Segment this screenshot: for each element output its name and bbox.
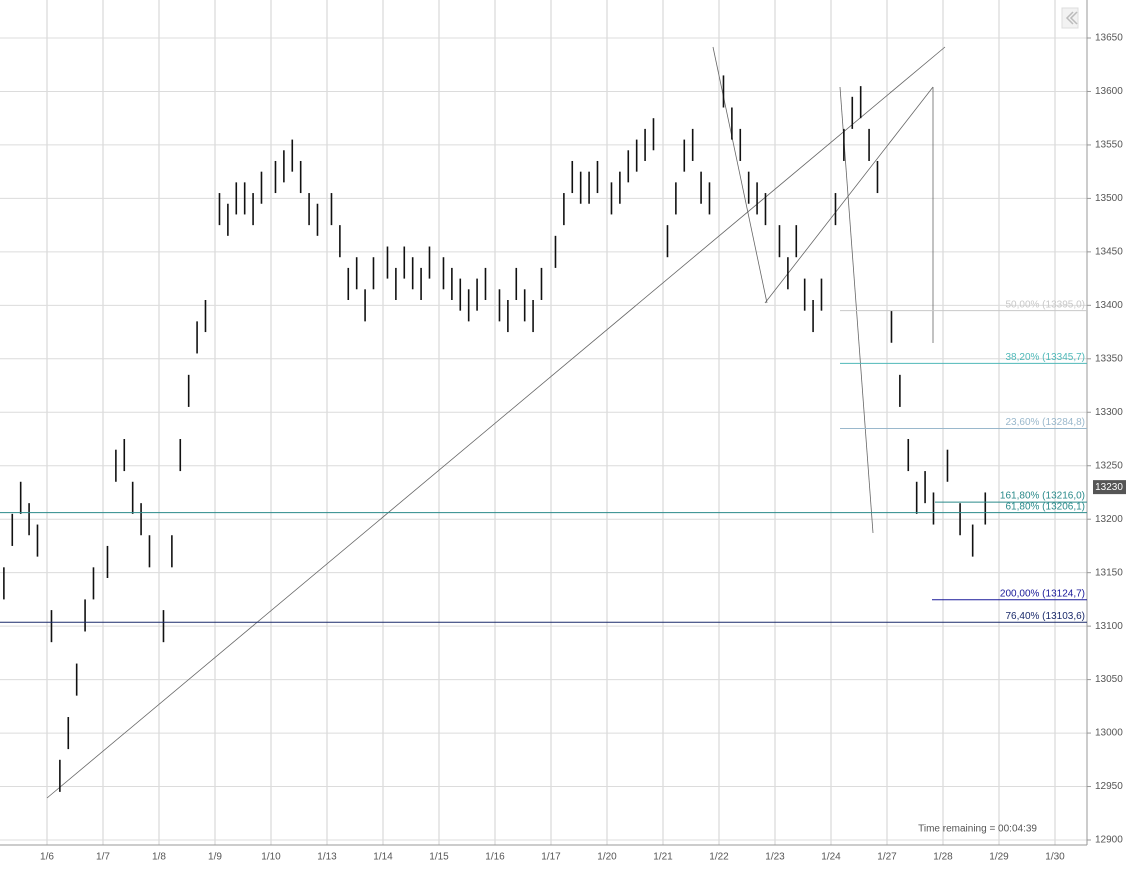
x-tick-label: 1/17 xyxy=(541,852,561,863)
y-tick-label: 13000 xyxy=(1095,728,1123,739)
collapse-icon xyxy=(1065,11,1078,25)
x-tick-label: 1/20 xyxy=(597,852,617,863)
x-tick-label: 1/15 xyxy=(429,852,449,863)
fib-label: 76,40% (13103,6) xyxy=(1005,611,1085,622)
y-tick-label: 13500 xyxy=(1095,193,1123,204)
y-tick-label: 13650 xyxy=(1095,33,1123,44)
y-tick-label: 13400 xyxy=(1095,300,1123,311)
status-text: Time remaining = 00:04:39 xyxy=(918,824,1037,835)
x-tick-label: 1/9 xyxy=(208,852,222,863)
x-tick-label: 1/14 xyxy=(373,852,393,863)
y-tick-label: 13200 xyxy=(1095,514,1123,525)
fib-label: 50,00% (13395,0) xyxy=(1005,299,1085,310)
trend-line xyxy=(712,46,768,304)
drawings xyxy=(46,46,946,799)
last-price-box xyxy=(1093,480,1126,495)
y-tick-label: 13050 xyxy=(1095,674,1123,685)
fib-label: 23,60% (13284,8) xyxy=(1005,417,1085,428)
x-tick-label: 1/6 xyxy=(40,852,54,863)
x-tick-label: 1/23 xyxy=(765,852,785,863)
x-tick-label: 1/13 xyxy=(317,852,337,863)
x-tick-label: 1/16 xyxy=(485,852,505,863)
x-tick-label: 1/10 xyxy=(261,852,281,863)
y-tick-label: 13250 xyxy=(1095,460,1123,471)
fib-label: 38,20% (13345,7) xyxy=(1005,352,1085,363)
x-tick-label: 1/29 xyxy=(989,852,1009,863)
y-tick-label: 13450 xyxy=(1095,247,1123,258)
fib-label: 200,00% (13124,7) xyxy=(1000,588,1085,599)
trend-line xyxy=(839,86,874,534)
x-tick-label: 1/22 xyxy=(709,852,729,863)
last-price-label: 13230 xyxy=(1095,482,1123,493)
x-tick-label: 1/24 xyxy=(821,852,841,863)
x-tick-label: 1/28 xyxy=(933,852,953,863)
x-tick-label: 1/21 xyxy=(653,852,673,863)
fib-label: 61,80% (13206,1) xyxy=(1005,501,1085,512)
trend-line xyxy=(46,46,946,799)
x-tick-label: 1/8 xyxy=(152,852,166,863)
y-tick-label: 12950 xyxy=(1095,781,1123,792)
fib-label: 161,80% (13216,0) xyxy=(1000,491,1085,502)
y-tick-label: 13100 xyxy=(1095,621,1123,632)
x-tick-label: 1/27 xyxy=(877,852,897,863)
y-tick-label: 13350 xyxy=(1095,353,1123,364)
plot: 12900 12950 13000 13050 13100 13150 13200 13250… xyxy=(0,33,1126,863)
y-tick-label: 13300 xyxy=(1095,407,1123,418)
y-tick-label: 13150 xyxy=(1095,567,1123,578)
y-tick-label: 12900 xyxy=(1095,835,1123,846)
y-tick-label: 13600 xyxy=(1095,86,1123,97)
trend-line xyxy=(764,86,934,304)
x-tick-label: 1/30 xyxy=(1045,852,1065,863)
x-tick-label: 1/7 xyxy=(96,852,110,863)
y-tick-label: 13550 xyxy=(1095,140,1123,151)
